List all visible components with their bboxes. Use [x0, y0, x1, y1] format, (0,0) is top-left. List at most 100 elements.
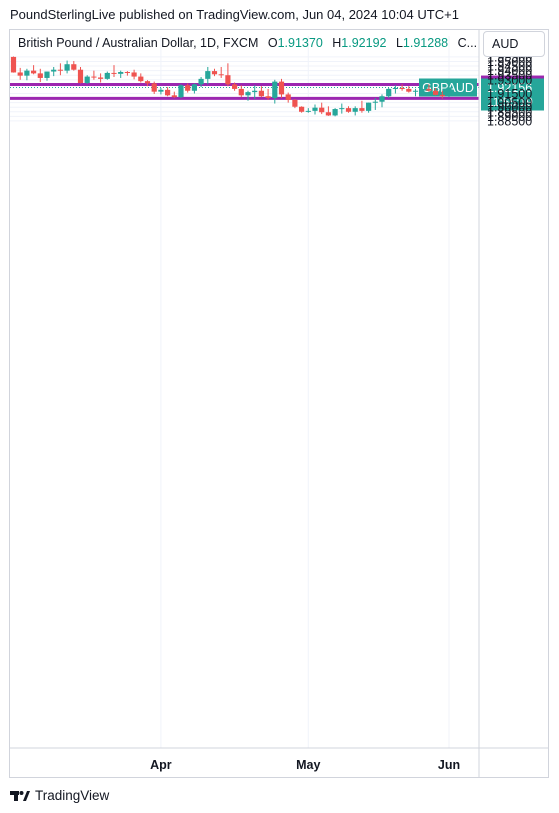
candle: [17, 67, 23, 80]
candle: [138, 73, 144, 83]
candle: [124, 71, 130, 76]
candle: [406, 86, 412, 93]
candle: [386, 88, 392, 99]
candle-body: [131, 72, 137, 77]
candle: [84, 75, 90, 84]
candle-body: [225, 75, 231, 85]
candle: [252, 85, 258, 99]
candle-body: [285, 94, 291, 100]
candle-body: [218, 74, 224, 76]
candle: [265, 88, 271, 100]
candle: [71, 61, 77, 71]
candle-body: [412, 90, 419, 92]
chart-grid: [10, 36, 479, 748]
legend-high-label: H: [332, 36, 342, 50]
candle-body: [77, 69, 84, 83]
candle: [51, 66, 57, 77]
candle: [158, 88, 164, 95]
candle: [372, 98, 378, 110]
candle-body: [406, 88, 412, 92]
candle: [412, 88, 419, 97]
candle-body: [379, 96, 385, 102]
candle-body: [433, 90, 439, 95]
candle-body: [71, 64, 77, 70]
candle: [238, 85, 244, 98]
legend-low-label: L: [395, 36, 403, 50]
x-tick-label: Jun: [438, 758, 460, 772]
candle: [285, 92, 291, 103]
legend-title: British Pound / Australian Dollar, 1D, F…: [18, 36, 259, 50]
candle-body: [51, 69, 57, 72]
candle: [98, 73, 104, 83]
candle: [37, 68, 43, 83]
candle-body: [37, 73, 43, 78]
candle: [225, 63, 231, 87]
candle-body: [359, 108, 365, 111]
candle-body: [439, 94, 445, 97]
x-tick-label: Apr: [150, 758, 172, 772]
candle: [426, 84, 432, 92]
candle: [325, 106, 331, 116]
candle-body: [111, 72, 117, 74]
candle: [218, 66, 224, 78]
candle-body: [446, 87, 452, 97]
candle: [24, 68, 30, 81]
candle: [44, 71, 50, 81]
candle-body: [10, 56, 17, 73]
candle-body: [332, 109, 338, 116]
candle: [339, 103, 345, 114]
candle-body: [426, 88, 432, 91]
candle: [198, 77, 204, 88]
candle: [245, 90, 251, 101]
candle-body: [245, 92, 251, 96]
candle: [332, 108, 338, 117]
candle-body: [419, 88, 425, 91]
candle-body: [299, 106, 305, 112]
y-tick-label: 1.89500: [487, 105, 532, 119]
legend-open-label: O: [267, 36, 278, 50]
price-tag: 1.92156: [487, 81, 532, 95]
tradingview-branding[interactable]: TradingView: [10, 788, 109, 803]
candle-body: [124, 72, 130, 74]
time-axis: Apr May Jun: [9, 747, 549, 772]
candle-body: [238, 88, 244, 96]
candle-body: [265, 96, 271, 99]
candle-body: [24, 70, 30, 76]
candle-body: [366, 102, 372, 111]
candle: [91, 70, 97, 80]
currency-button[interactable]: AUD: [483, 31, 545, 57]
candle-body: [44, 71, 50, 78]
candle-body: [386, 88, 392, 97]
candle-body: [144, 81, 151, 84]
candle-body: [165, 89, 171, 96]
candle: [178, 84, 184, 99]
candle-body: [84, 76, 90, 83]
candle: [446, 87, 452, 98]
candlestick-series: [10, 56, 452, 117]
candle: [366, 102, 372, 113]
candle-body: [232, 84, 238, 89]
y-tick-label: 1.88500: [487, 114, 532, 128]
y-tick-label: 1.90000: [487, 101, 532, 115]
candle: [165, 87, 171, 97]
candle-body: [272, 81, 278, 99]
x-tick-label: May: [296, 758, 320, 772]
candle: [64, 60, 70, 74]
candle-body: [325, 112, 331, 116]
candle: [392, 85, 398, 94]
y-tick-label: 1.95000: [487, 55, 532, 69]
candle: [272, 79, 278, 104]
candle: [151, 81, 157, 94]
candle-body: [98, 77, 104, 79]
y-tick-label: 1.93000: [487, 73, 532, 87]
candle: [312, 104, 318, 115]
candle-body: [319, 107, 325, 113]
candle-body: [104, 72, 110, 79]
y-tick-label: 1.91500: [487, 87, 532, 101]
candle-body: [191, 84, 197, 91]
legend-low-value: 1.91288: [402, 36, 449, 50]
candle: [185, 83, 191, 93]
candle: [352, 106, 358, 116]
candle-body: [392, 88, 398, 90]
